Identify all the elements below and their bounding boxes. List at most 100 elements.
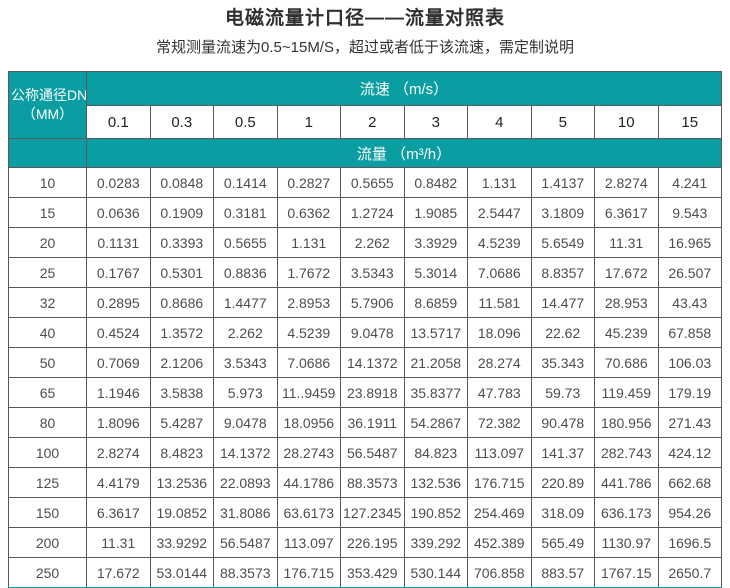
flow-value-cell: 90.478 xyxy=(530,407,595,438)
dn-cell: 100 xyxy=(8,437,87,468)
table-row: 40 0.4524 1.3572 2.262 4.5239 9.0478 13.5717 18… xyxy=(8,317,722,348)
corner-header-line1: 公称通径DN xyxy=(11,87,87,103)
table-row: 65 1.1946 3.5838 5.973 11..9459 23.8918 35.837… xyxy=(8,377,722,408)
flow-value-cell: 54.2867 xyxy=(403,407,468,438)
flow-value-cell: 0.5655 xyxy=(213,227,278,258)
table-row: 150 6.3617 19.0852 31.8086 63.6173 127.2345 19… xyxy=(8,497,722,528)
flow-value-cell: 0.2895 xyxy=(86,287,151,318)
flow-value-cell: 11.31 xyxy=(594,227,659,258)
flow-value-cell: 88.3573 xyxy=(213,557,278,588)
velocity-band-row: 公称通径DN （MM） 流速 （m/s） xyxy=(8,71,722,139)
corner-header-line2: （MM） xyxy=(21,106,74,122)
corner-header-dn-mm: 公称通径DN （MM） xyxy=(8,71,87,139)
flow-value-cell: 1.4137 xyxy=(530,167,595,198)
flow-value-cell: 141.37 xyxy=(530,437,595,468)
flow-value-cell: 31.8086 xyxy=(213,497,278,528)
flow-value-cell: 0.1909 xyxy=(149,197,214,228)
flow-value-cell: 0.1414 xyxy=(213,167,278,198)
flow-value-cell: 28.274 xyxy=(467,347,532,378)
flow-value-cell: 8.4823 xyxy=(149,437,214,468)
velocity-values-row: 0.1 0.3 0.5 1 2 3 4 5 10 15 xyxy=(9,105,722,139)
flow-value-cell: 2.1206 xyxy=(149,347,214,378)
flow-value-cell: 35.343 xyxy=(530,347,595,378)
flow-value-cell: 11.581 xyxy=(467,287,532,318)
flow-value-cell: 452.389 xyxy=(467,527,532,558)
flow-value-cell: 132.536 xyxy=(403,467,468,498)
table-row: 100 2.8274 8.4823 14.1372 28.2743 56.5487 84.8… xyxy=(8,437,722,468)
flow-value-cell: 127.2345 xyxy=(340,497,405,528)
flow-corner-empty-cell xyxy=(8,138,87,168)
flow-value-cell: 2.5447 xyxy=(467,197,532,228)
flow-value-cell: 3.5343 xyxy=(213,347,278,378)
flow-value-cell: 26.507 xyxy=(657,257,722,288)
flow-value-cell: 226.195 xyxy=(340,527,405,558)
flow-value-cell: 1696.5 xyxy=(657,527,722,558)
flow-value-cell: 1.4477 xyxy=(213,287,278,318)
flow-value-cell: 0.4524 xyxy=(86,317,151,348)
table-row: 250 17.672 53.0144 88.3573 176.715 353.429 530… xyxy=(8,557,722,588)
velocity-column-header: 3 xyxy=(403,105,468,139)
flow-value-cell: 179.19 xyxy=(657,377,722,408)
flow-value-cell: 106.03 xyxy=(657,347,722,378)
flow-value-cell: 6.3617 xyxy=(86,497,151,528)
flow-value-cell: 1.1946 xyxy=(86,377,151,408)
flow-value-cell: 9.0478 xyxy=(340,317,405,348)
flow-value-cell: 3.1809 xyxy=(530,197,595,228)
table-row: 15 0.0636 0.1909 0.3181 0.6362 1.2724 1.9085 2.… xyxy=(8,197,722,228)
flow-value-cell: 339.292 xyxy=(403,527,468,558)
flow-header: 流量 （m³/h） xyxy=(86,138,722,168)
flow-value-cell: 1.8096 xyxy=(86,407,151,438)
flow-value-cell: 28.953 xyxy=(594,287,659,318)
flow-value-cell: 14.477 xyxy=(530,287,595,318)
flow-value-cell: 36.1911 xyxy=(340,407,405,438)
table-row: 200 11.31 33.9292 56.5487 113.097 226.195 339.… xyxy=(8,527,722,558)
flow-value-cell: 22.62 xyxy=(530,317,595,348)
dn-cell: 25 xyxy=(8,257,87,288)
flow-value-cell: 0.3393 xyxy=(149,227,214,258)
flow-value-cell: 0.5655 xyxy=(340,167,405,198)
flow-value-cell: 180.956 xyxy=(594,407,659,438)
flow-value-cell: 4.5239 xyxy=(467,227,532,258)
flow-value-cell: 565.49 xyxy=(530,527,595,558)
flow-value-cell: 17.672 xyxy=(594,257,659,288)
flow-value-cell: 63.6173 xyxy=(276,497,341,528)
flow-value-cell: 43.43 xyxy=(657,287,722,318)
velocity-column-header: 10 xyxy=(594,105,659,139)
flow-value-cell: 0.0636 xyxy=(86,197,151,228)
flow-value-cell: 18.0956 xyxy=(276,407,341,438)
flow-value-cell: 3.5343 xyxy=(340,257,405,288)
flow-value-cell: 2650.7 xyxy=(657,557,722,588)
flow-value-cell: 0.5301 xyxy=(149,257,214,288)
flow-value-cell: 4.4179 xyxy=(86,467,151,498)
flow-value-cell: 530.144 xyxy=(403,557,468,588)
flow-value-cell: 1.2724 xyxy=(340,197,405,228)
flow-value-cell: 282.743 xyxy=(594,437,659,468)
flow-value-cell: 1130.97 xyxy=(594,527,659,558)
dn-cell: 250 xyxy=(8,557,87,588)
flow-value-cell: 0.0283 xyxy=(86,167,151,198)
flow-value-cell: 45.239 xyxy=(594,317,659,348)
flow-value-cell: 72.382 xyxy=(467,407,532,438)
flow-table-body: 10 0.0283 0.0848 0.1414 0.2827 0.5655 0.8482 1.… xyxy=(8,167,722,588)
dn-cell: 65 xyxy=(8,377,87,408)
flow-value-cell: 0.8482 xyxy=(403,167,468,198)
flow-value-cell: 88.3573 xyxy=(340,467,405,498)
flow-value-cell: 1.131 xyxy=(467,167,532,198)
flow-value-cell: 14.1372 xyxy=(340,347,405,378)
flow-value-cell: 2.8274 xyxy=(594,167,659,198)
flow-value-cell: 11.31 xyxy=(86,527,151,558)
page-title: 电磁流量计口径——流量对照表 xyxy=(224,8,505,29)
table-row: 80 1.8096 5.4287 9.0478 18.0956 36.1911 54.286… xyxy=(8,407,722,438)
flow-value-cell: 8.6859 xyxy=(403,287,468,318)
flow-value-cell: 353.429 xyxy=(340,557,405,588)
flow-value-cell: 56.5487 xyxy=(213,527,278,558)
table-row: 20 0.1131 0.3393 0.5655 1.131 2.262 3.3929 4.52… xyxy=(8,227,722,258)
flow-table-head: 公称通径DN （MM） 流速 （m/s） 0.1 0.3 0.5 1 2 3 4 5 10 15 … xyxy=(8,71,722,168)
velocity-column-header: 2 xyxy=(340,105,405,139)
flow-value-cell: 0.0848 xyxy=(149,167,214,198)
dn-cell: 125 xyxy=(8,467,87,498)
flow-value-cell: 190.852 xyxy=(403,497,468,528)
flow-comparison-table: 公称通径DN （MM） 流速 （m/s） 0.1 0.3 0.5 1 2 3 4 5 10 15 … xyxy=(8,71,722,588)
flow-value-cell: 4.5239 xyxy=(276,317,341,348)
